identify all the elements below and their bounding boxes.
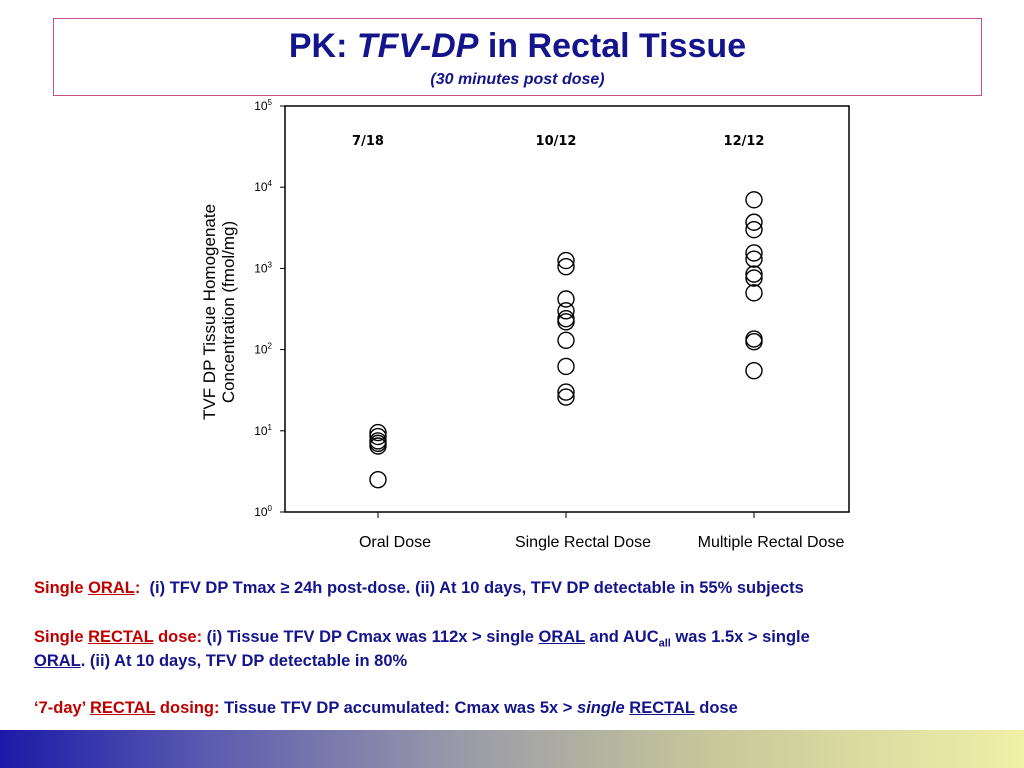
data-point (369, 423, 387, 442)
note-rectal-u1: ORAL (538, 628, 585, 646)
data-point (557, 357, 575, 376)
data-point (557, 251, 575, 270)
slide-subtitle: (30 minutes post dose) (430, 71, 605, 88)
note-rectal-label-pre: Single (34, 628, 89, 646)
note-oral-label-u: ORAL (88, 579, 135, 597)
note-7day-text1: Tissue TFV DP accumulated: Cmax was 5x > (224, 699, 578, 717)
y-tick-label: 101 (254, 423, 272, 438)
data-point (745, 220, 763, 239)
title-box: PK: TFV-DP in Rectal Tissue (30 minutes … (53, 18, 982, 96)
y-axis-label-line: Concentration (fmol/mg) (219, 221, 238, 403)
data-point (745, 213, 763, 231)
y-tick-label: 103 (254, 260, 272, 275)
x-category-label: Single Rectal Dose (515, 534, 651, 551)
y-tick-label: 102 (254, 342, 272, 357)
title-prefix: PK: (288, 27, 348, 65)
note-7day-text2: dose (694, 699, 738, 717)
note-rectal-label-post: dose: (153, 628, 203, 646)
note-7day-italic: single (577, 699, 625, 717)
y-axis-label-line: TVF DP Tissue Homogenate (200, 204, 219, 420)
note-rectal-line2-text: . (ii) At 10 days, TFV DP detectable in … (80, 652, 408, 670)
data-point (557, 257, 575, 276)
footer-gradient-bar (0, 730, 1024, 768)
note-oral: Single ORAL: (i) TFV DP Tmax ≥ 24h post-… (34, 576, 804, 600)
data-point (369, 427, 387, 446)
data-point (557, 383, 575, 401)
x-category-label: Oral Dose (359, 534, 431, 551)
data-point (557, 313, 575, 331)
group-count-label: 10/12 (536, 134, 577, 149)
data-point (745, 361, 763, 380)
data-point (745, 265, 763, 283)
note-rectal-line2: ORAL. (ii) At 10 days, TFV DP detectable… (34, 649, 407, 673)
data-point (557, 290, 575, 308)
y-tick-label: 105 (254, 98, 272, 113)
note-rectal-text2: and AUC (584, 628, 659, 646)
note-rectal-text1: (i) Tissue TFV DP Cmax was 112x > single (206, 628, 539, 646)
note-7day-u1: RECTAL (629, 699, 695, 717)
note-oral-label-pre: Single (34, 579, 89, 597)
note-7day-label-u: RECTAL (89, 699, 156, 717)
note-oral-text: (i) TFV DP Tmax ≥ 24h post-dose. (ii) At… (149, 579, 804, 597)
note-7day-label-post: dosing: (155, 699, 220, 717)
title-italic: TFV-DP (356, 27, 479, 65)
x-category-label: Multiple Rectal Dose (698, 534, 845, 551)
note-7day-label-pre: ‘7-day’ (34, 699, 90, 717)
note-rectal-sub: all (658, 637, 671, 650)
data-point (557, 302, 575, 320)
data-point (745, 250, 763, 268)
note-oral-label-post: : (134, 579, 141, 597)
y-tick-label: 100 (254, 504, 272, 519)
y-axis-label: TVF DP Tissue Homogenate Concentration (f… (200, 204, 238, 420)
title-suffix: in Rectal Tissue (487, 27, 747, 65)
note-rectal-text3: was 1.5x > single (670, 628, 810, 646)
data-point (745, 333, 763, 351)
data-point (369, 437, 387, 455)
data-point (557, 331, 575, 350)
group-count-label: 7/18 (352, 134, 384, 149)
note-rectal-line2-u: ORAL (34, 652, 81, 670)
data-point (745, 191, 763, 209)
y-tick-label: 104 (254, 179, 272, 194)
data-point (745, 284, 763, 302)
data-point (745, 269, 763, 287)
slide-title: PK: TFV-DP in Rectal Tissue (54, 27, 981, 66)
data-point (557, 388, 575, 406)
group-count-label: 12/12 (724, 134, 765, 149)
note-seven-day: ‘7-day’ RECTAL dosing: Tissue TFV DP acc… (34, 696, 738, 720)
data-point (369, 470, 387, 489)
plot-frame (284, 105, 850, 513)
note-rectal-label-u: RECTAL (88, 628, 154, 646)
scatter-chart: 100 101 102 103 104 105 TVF DP Tissue Homogena… (200, 98, 850, 551)
data-point (745, 244, 763, 262)
note-rectal: Single RECTAL dose: (i) Tissue TFV DP Cm… (34, 625, 810, 655)
